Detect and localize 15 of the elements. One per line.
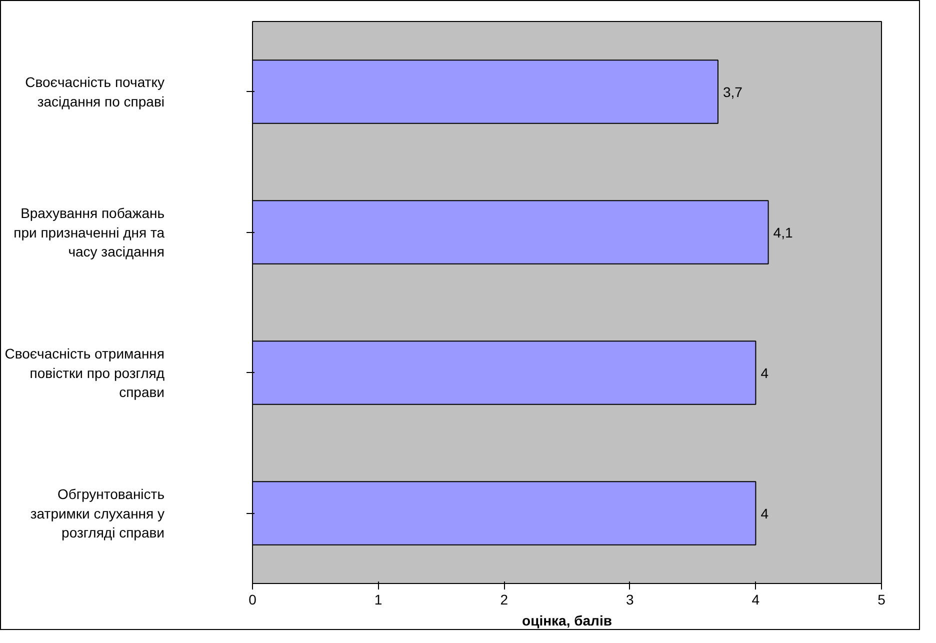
x-tick-label: 0 — [248, 592, 257, 608]
data-label: 4,1 — [773, 224, 793, 240]
y-tick-label: Врахування побажань при призначенні дня та часу засідання — [14, 205, 165, 260]
x-tick-label: 3 — [626, 592, 634, 608]
x-axis-title: оцінка, балів — [522, 612, 612, 628]
data-label: 3,7 — [722, 84, 743, 100]
x-tick-label: 2 — [500, 592, 508, 608]
y-tick-label: Своєчасність отримання повістки про розгляд справи — [4, 346, 165, 400]
x-tick-label: 4 — [752, 592, 760, 608]
y-tick-label: Обгрунтованість затримки слухання у розгляді справи — [30, 486, 165, 540]
x-tick-label: 1 — [374, 592, 382, 608]
data-label: 4 — [760, 364, 769, 381]
data-label: 4 — [760, 505, 769, 522]
x-tick-label: 5 — [878, 592, 886, 608]
y-tick-label: Своєчасність початку засідання по справі — [25, 74, 165, 110]
